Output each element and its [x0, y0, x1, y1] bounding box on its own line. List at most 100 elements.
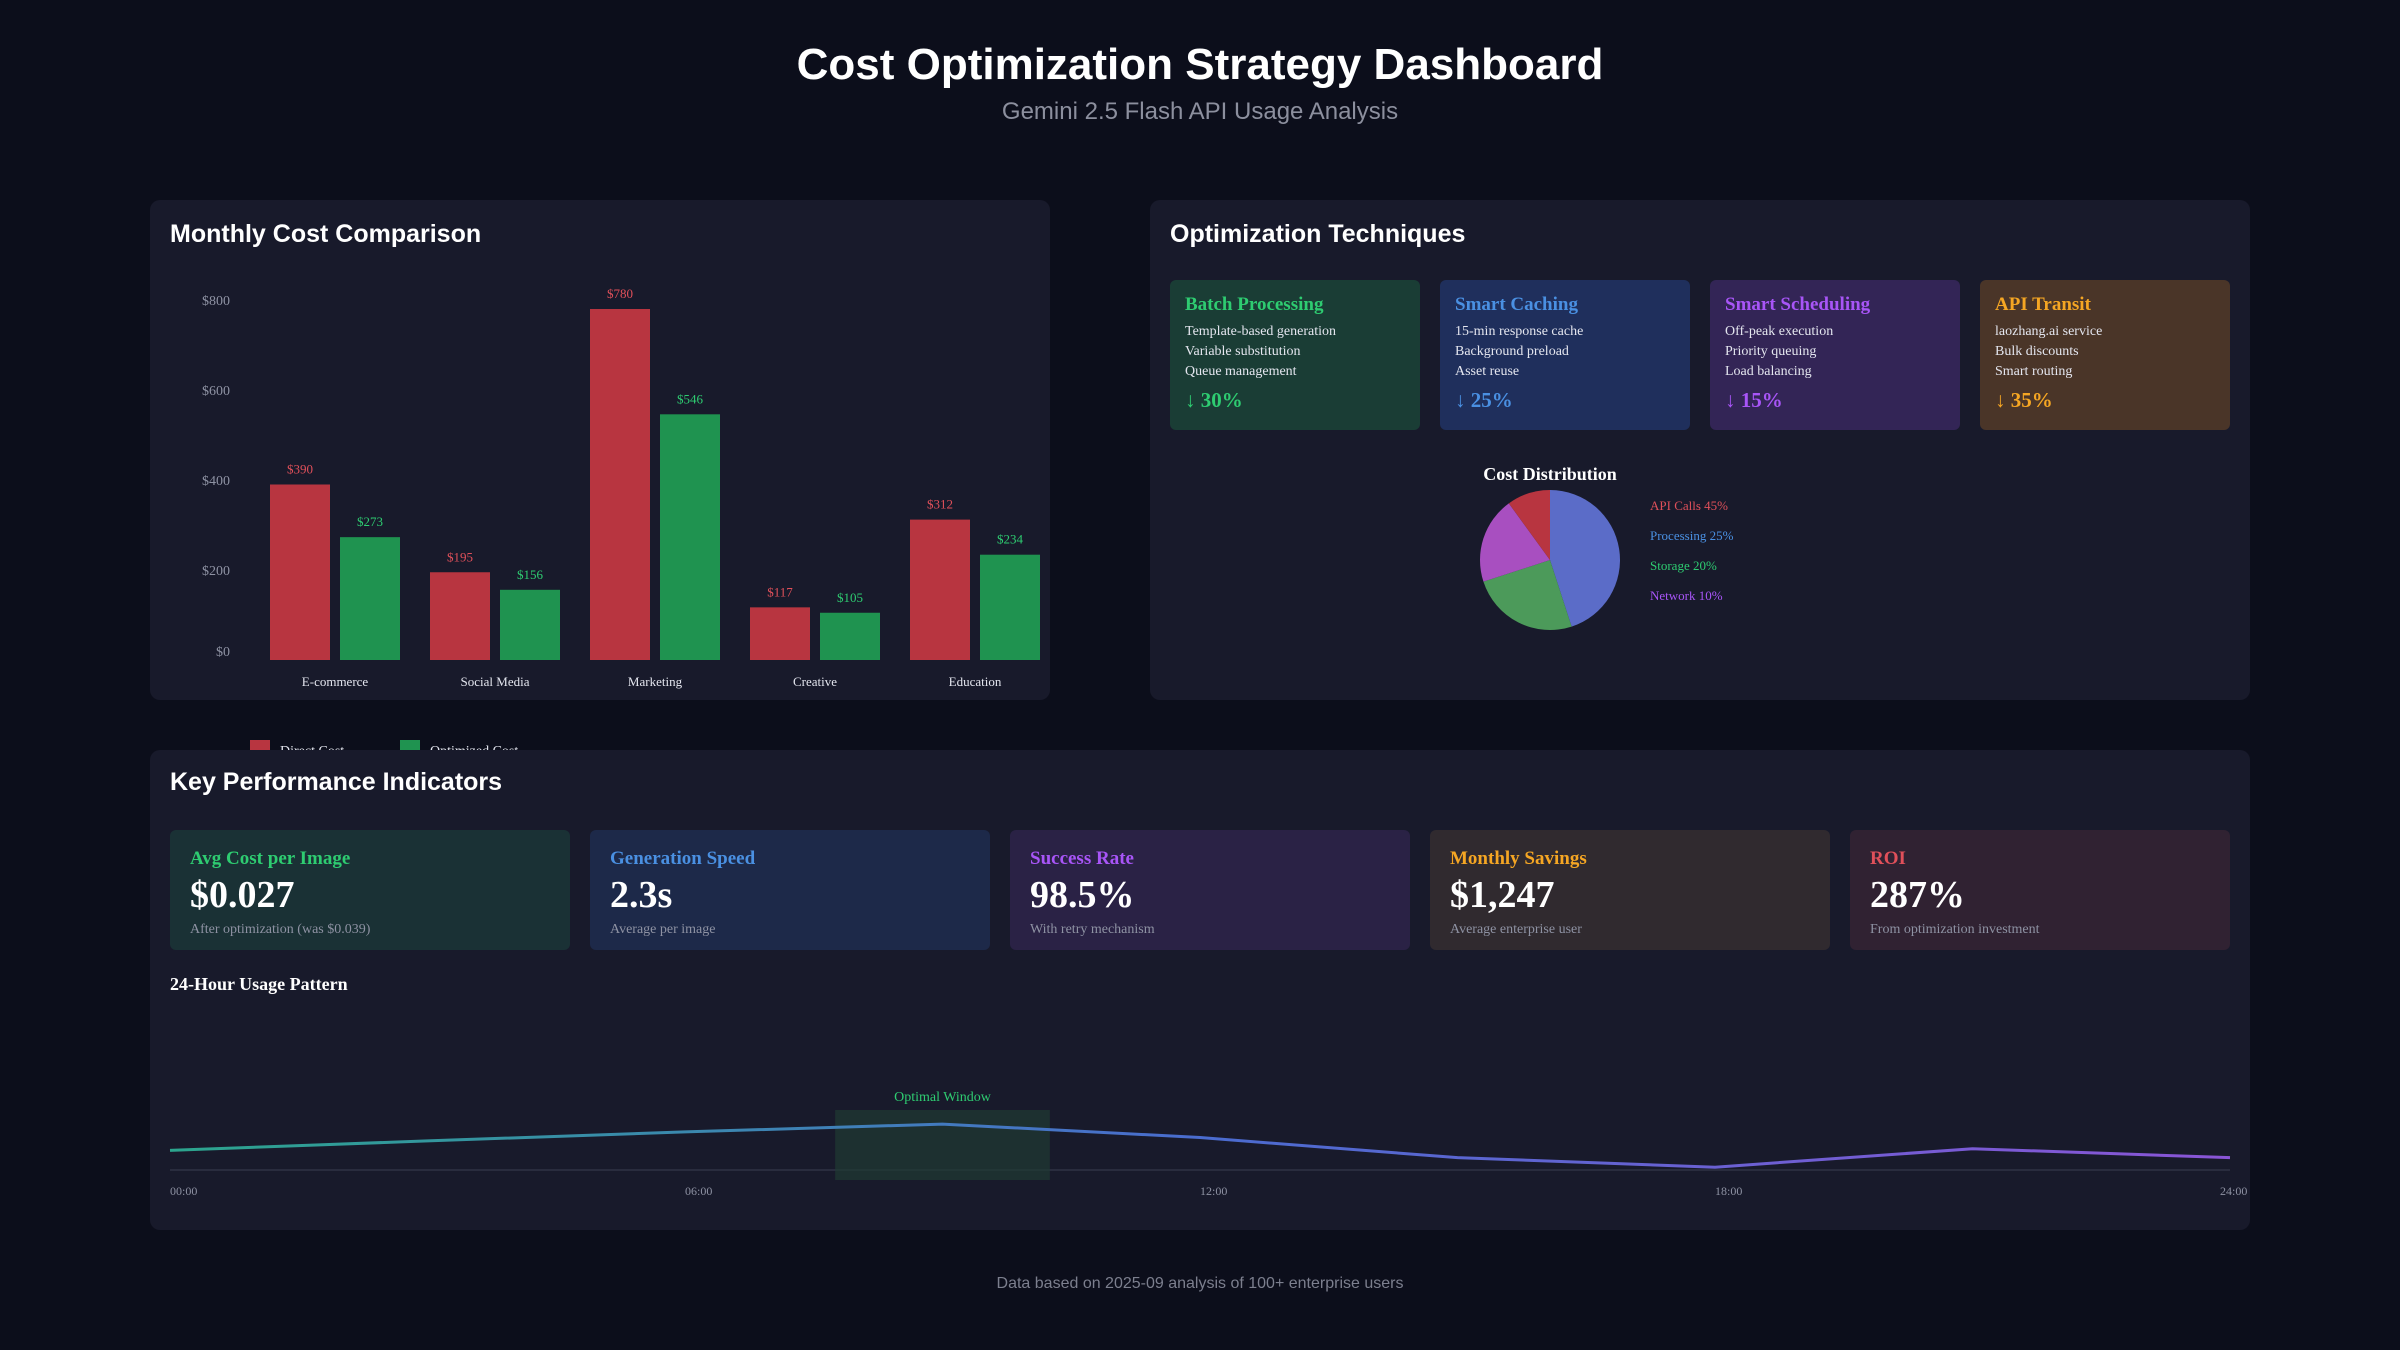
pie-legend-label: Network 10% — [1650, 588, 1723, 603]
tech-card-title: Smart Scheduling — [1725, 294, 1871, 315]
kpi-note: After optimization (was $0.039) — [190, 922, 371, 937]
x-tick-label: Creative — [793, 674, 837, 689]
tech-card-reduction: ↓ 15% — [1725, 388, 1783, 412]
kpi-label: Monthly Savings — [1450, 848, 1587, 869]
tech-card-item: Asset reuse — [1455, 364, 1520, 379]
bar-value-label: $390 — [287, 462, 313, 477]
tech-card-item: Queue management — [1185, 364, 1297, 379]
pie-slice — [1480, 503, 1550, 582]
cost-distribution-pie-chart: Cost Distribution API Calls 45% Processing… — [1480, 464, 1734, 630]
kpi-panel: Key Performance Indicators Avg Cost per … — [150, 750, 2250, 1230]
x-tick-label: 06:00 — [685, 1184, 712, 1198]
kpi-card-roi: ROI 287% From optimization investment — [1850, 830, 2230, 950]
tech-card-reduction: ↓ 35% — [1995, 388, 2053, 412]
kpi-card-generation-speed: Generation Speed 2.3s Average per image — [590, 830, 990, 950]
bar-value-label: $234 — [997, 532, 1024, 547]
cost-comparison-panel: Monthly Cost Comparison $0 $200 $400 $600 $8… — [150, 200, 1050, 760]
page-title: Cost Optimization Strategy Dashboard — [796, 40, 1604, 89]
x-tick-label: Social Media — [461, 674, 530, 689]
page-subtitle: Gemini 2.5 Flash API Usage Analysis — [1001, 98, 1399, 125]
kpi-note: Average per image — [610, 922, 716, 937]
tech-card-item: Smart routing — [1995, 364, 2073, 379]
pie-slice — [1483, 560, 1572, 630]
bar-direct — [430, 572, 490, 660]
y-tick-label: $400 — [202, 474, 230, 489]
footer-note: Data based on 2025-09 analysis of 100+ e… — [996, 1275, 1404, 1292]
tech-card-item: Load balancing — [1725, 364, 1812, 379]
tech-card-title: Smart Caching — [1455, 294, 1578, 315]
bar-value-label: $273 — [357, 514, 383, 529]
x-tick-label: 24:00 — [2220, 1184, 2247, 1198]
bar-optimized — [980, 554, 1040, 660]
kpi-label: Generation Speed — [610, 848, 756, 869]
pie-slice — [1550, 490, 1620, 627]
kpi-label: Avg Cost per Image — [190, 848, 351, 869]
tech-panel-title: Optimization Techniques — [1170, 220, 1466, 248]
pie-slice — [1508, 490, 1550, 560]
kpi-value: 98.5% — [1030, 874, 1135, 916]
kpi-card-avg-cost: Avg Cost per Image $0.027 After optimiza… — [170, 830, 570, 950]
y-tick-label: $200 — [202, 564, 230, 579]
cost-bar-chart: $0 $200 $400 $600 $800 $390 $273 E-commerce $195… — [202, 286, 1040, 760]
optimization-techniques-panel: Optimization Techniques Batch Processing… — [1150, 200, 2250, 700]
optimal-window-region — [835, 1110, 1050, 1180]
usage-chart-title: 24-Hour Usage Pattern — [170, 974, 348, 994]
bar-optimized — [500, 589, 560, 660]
tech-card-item: Background preload — [1455, 344, 1569, 359]
kpi-value: $1,247 — [1450, 874, 1555, 916]
pie-legend-label: Processing 25% — [1650, 528, 1734, 543]
y-tick-label: $0 — [216, 645, 230, 660]
tech-card-api-transit: API Transit laozhang.ai service Bulk dis… — [1980, 280, 2230, 430]
tech-card-smart-scheduling: Smart Scheduling Off-peak execution Prio… — [1710, 280, 1960, 430]
kpi-panel-title: Key Performance Indicators — [170, 768, 503, 796]
tech-card-item: laozhang.ai service — [1995, 324, 2103, 339]
kpi-label: ROI — [1870, 848, 1906, 869]
x-tick-label: 12:00 — [1200, 1184, 1227, 1198]
usage-line — [169, 1122, 2231, 1169]
bar-optimized — [820, 612, 880, 660]
bar-direct — [750, 607, 810, 660]
x-tick-label: E-commerce — [302, 674, 369, 689]
tech-card-title: Batch Processing — [1185, 294, 1324, 315]
bar-value-label: $117 — [767, 584, 793, 599]
bar-optimized — [340, 537, 400, 660]
tech-card-item: Bulk discounts — [1995, 344, 2079, 359]
bar-value-label: $105 — [837, 590, 863, 605]
y-tick-label: $600 — [202, 384, 230, 399]
pie-legend-label: API Calls 45% — [1650, 498, 1728, 513]
tech-card-reduction: ↓ 25% — [1455, 388, 1513, 412]
bar-value-label: $312 — [927, 497, 953, 512]
tech-card-item: Off-peak execution — [1725, 324, 1834, 339]
kpi-note: Average enterprise user — [1450, 922, 1582, 937]
kpi-note: With retry mechanism — [1030, 922, 1155, 937]
bar-direct — [590, 309, 650, 660]
kpi-value: 287% — [1870, 874, 1965, 916]
tech-card-item: 15-min response cache — [1455, 324, 1584, 339]
tech-card-batch-processing: Batch Processing Template-based generati… — [1170, 280, 1420, 430]
bar-optimized — [660, 414, 720, 660]
bar-value-label: $780 — [607, 286, 633, 301]
kpi-card-success-rate: Success Rate 98.5% With retry mechanism — [1010, 830, 1410, 950]
x-tick-label: 00:00 — [170, 1184, 197, 1198]
bar-value-label: $195 — [447, 549, 473, 564]
y-tick-label: $800 — [202, 294, 230, 309]
kpi-label: Success Rate — [1030, 848, 1134, 869]
tech-card-item: Template-based generation — [1185, 324, 1337, 339]
bar-value-label: $156 — [517, 567, 544, 582]
tech-card-title: API Transit — [1995, 294, 2091, 315]
pie-legend-label: Storage 20% — [1650, 558, 1717, 573]
pie-title: Cost Distribution — [1483, 464, 1617, 484]
tech-card-smart-caching: Smart Caching 15-min response cache Back… — [1440, 280, 1690, 430]
optimal-window-label: Optimal Window — [894, 1090, 992, 1105]
tech-card-item: Variable substitution — [1185, 344, 1301, 359]
bar-direct — [910, 519, 970, 660]
kpi-card-monthly-savings: Monthly Savings $1,247 Average enterpris… — [1430, 830, 1830, 950]
kpi-value: $0.027 — [190, 874, 295, 916]
x-tick-label: Education — [949, 674, 1002, 689]
x-tick-label: Marketing — [628, 674, 683, 689]
kpi-value: 2.3s — [610, 874, 673, 916]
tech-card-item: Priority queuing — [1725, 344, 1817, 359]
bar-direct — [270, 484, 330, 660]
tech-card-reduction: ↓ 30% — [1185, 388, 1243, 412]
usage-pattern-line-chart: 24-Hour Usage Pattern Optimal Window 00:00… — [169, 974, 2247, 1198]
